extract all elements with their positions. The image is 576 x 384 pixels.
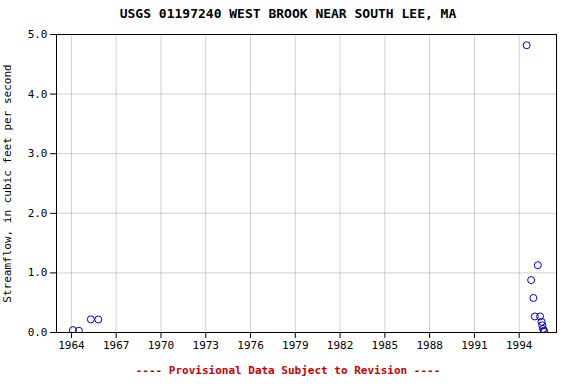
svg-text:1985: 1985 (372, 339, 399, 352)
svg-text:1979: 1979 (282, 339, 309, 352)
html-text:---- Provisional Data Subject: ---- Provisional Data Subject to Revisio… (135, 364, 441, 377)
svg-text:1982: 1982 (327, 339, 354, 352)
svg-text:1976: 1976 (237, 339, 264, 352)
svg-text:4.0: 4.0 (28, 88, 48, 101)
svg-text:1994: 1994 (506, 339, 533, 352)
svg-text:1991: 1991 (461, 339, 488, 352)
svg-text:Streamflow, in cubic feet per: Streamflow, in cubic feet per second (1, 64, 14, 302)
svg-text:1.0: 1.0 (28, 266, 48, 279)
svg-text:0.0: 0.0 (28, 326, 48, 339)
svg-text:3.0: 3.0 (28, 147, 48, 160)
html-text:USGS 01197240 WEST BROOK NEAR: USGS 01197240 WEST BROOK NEAR SOUTH LEE,… (119, 6, 457, 21)
svg-text:1970: 1970 (148, 339, 175, 352)
svg-text:1967: 1967 (103, 339, 130, 352)
svg-text:1988: 1988 (416, 339, 443, 352)
svg-text:2.0: 2.0 (28, 207, 48, 220)
svg-text:5.0: 5.0 (28, 28, 48, 41)
svg-text:1964: 1964 (58, 339, 85, 352)
svg-text:1973: 1973 (193, 339, 220, 352)
